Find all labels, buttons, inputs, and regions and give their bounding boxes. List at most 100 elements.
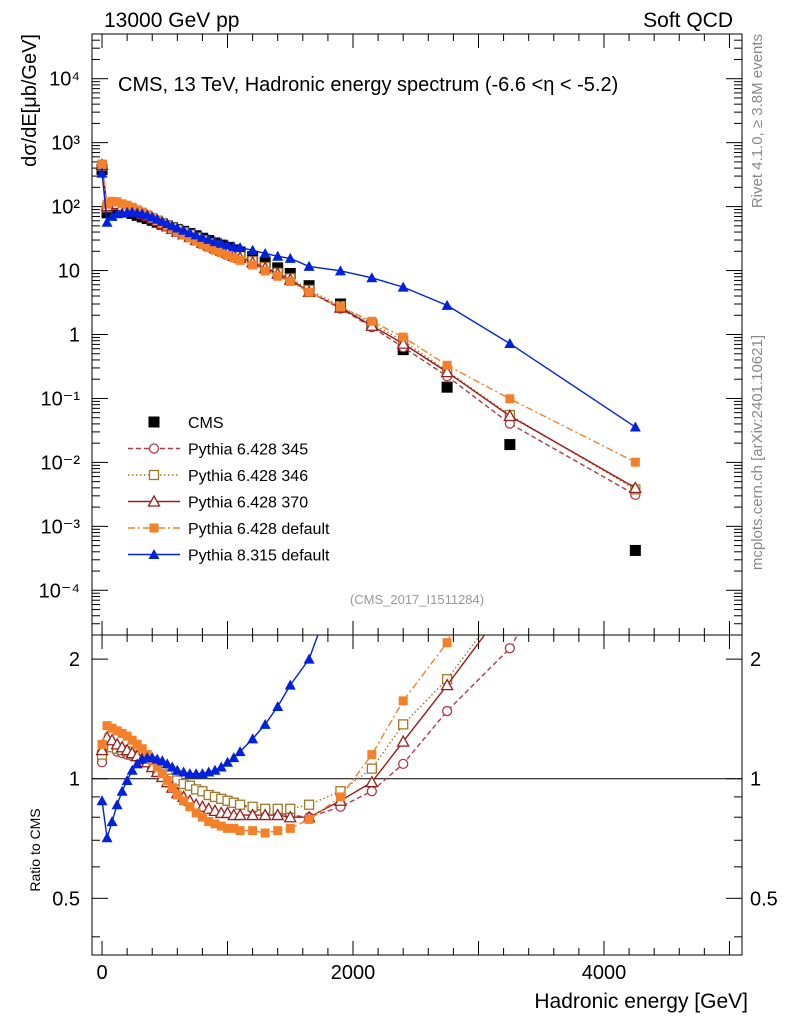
data-point	[630, 7, 641, 17]
data-point	[504, 146, 515, 156]
data-point	[631, 395, 640, 404]
plot-title: CMS, 13 TeV, Hadronic energy spectrum (-…	[118, 74, 618, 96]
data-point	[101, 216, 113, 227]
data-point	[122, 731, 132, 741]
data-point	[504, 596, 515, 606]
data-point	[148, 469, 160, 481]
data-point	[148, 549, 160, 559]
data-point	[303, 653, 315, 664]
legend-label: CMS	[188, 415, 224, 432]
legend-label: Pythia 6.428 370	[188, 495, 308, 512]
data-point	[442, 638, 452, 648]
data-point	[260, 266, 270, 276]
ratio-tick-label: 2	[750, 649, 761, 671]
y-tick-label: 10⁻³	[41, 516, 81, 538]
data-point	[442, 265, 453, 275]
mcplots-source-label: mcplots.cern.ch [arXiv:2401.10621]	[749, 335, 766, 570]
data-point	[304, 814, 314, 824]
data-point	[441, 381, 453, 393]
data-point	[152, 762, 162, 772]
data-point	[284, 252, 296, 263]
data-point	[162, 775, 172, 785]
x-tick-label: 4000	[582, 962, 627, 984]
data-point	[335, 567, 346, 577]
ratio-tick-label: 2	[69, 649, 80, 671]
data-point	[122, 200, 132, 210]
data-point	[178, 766, 190, 777]
data-point	[272, 700, 284, 711]
data-point	[126, 764, 138, 775]
data-point	[246, 808, 260, 821]
data-point	[210, 819, 220, 829]
data-point	[117, 199, 127, 209]
data-point	[505, 490, 514, 499]
data-point	[106, 816, 118, 827]
data-point	[137, 744, 147, 754]
data-point	[629, 421, 641, 432]
data-point	[505, 591, 514, 600]
ratio-tick-label: 0.5	[52, 888, 80, 910]
data-point	[191, 236, 201, 246]
data-point	[185, 802, 195, 812]
data-point	[285, 823, 295, 833]
data-point	[398, 385, 409, 395]
data-point	[147, 494, 161, 507]
data-point	[223, 823, 233, 833]
data-point	[273, 271, 283, 281]
data-point	[97, 159, 107, 169]
data-point	[112, 197, 122, 207]
data-point	[396, 734, 410, 747]
data-point	[504, 439, 516, 451]
data-point	[334, 265, 346, 276]
data-point	[398, 719, 409, 730]
data-point	[234, 799, 246, 810]
rivet-version-label: Rivet 4.1.0, ≥ 3.8M events	[749, 34, 766, 208]
y-tick-label: 10⁴	[49, 69, 80, 91]
data-point	[441, 705, 453, 717]
ratio-tick-label: 1	[69, 769, 80, 791]
data-point	[304, 287, 314, 297]
data-point	[272, 250, 284, 261]
legend: CMS Pythia 6.428 345 Pythia 6.428 346 Pythi…	[128, 415, 330, 565]
data-point	[222, 756, 234, 767]
data-point	[628, 481, 642, 494]
data-point	[366, 763, 377, 774]
ratio-tick-label: 1	[750, 769, 761, 791]
data-point	[229, 253, 239, 263]
data-point	[185, 233, 195, 243]
data-point	[179, 230, 189, 240]
data-point	[204, 817, 214, 827]
data-point	[367, 750, 377, 760]
data-point	[233, 808, 247, 821]
y-tick-label: 10⁻²	[41, 452, 81, 474]
header-right: Soft QCD	[643, 9, 733, 32]
data-point	[190, 229, 202, 240]
series-line-ratio	[101, 635, 319, 839]
data-point	[112, 726, 122, 736]
y-tick-label: 10⁻¹	[41, 388, 81, 410]
data-point	[102, 199, 112, 209]
data-point	[178, 224, 190, 235]
data-point	[197, 812, 207, 822]
x-axis-title: Hadronic energy [GeV]	[534, 990, 748, 1013]
data-point	[260, 828, 270, 838]
data-point	[271, 808, 285, 821]
data-point	[216, 248, 226, 258]
data-point	[235, 255, 245, 265]
data-point	[397, 281, 409, 292]
y-tick-label: 10	[58, 261, 80, 283]
data-point	[96, 795, 108, 806]
data-point	[442, 360, 452, 370]
data-point	[285, 276, 295, 286]
main-axis-ticks: 10⁻⁴ 10⁻³ 10⁻² 10⁻¹ 1 10 10² 10³ 10⁴	[39, 33, 742, 636]
data-point	[172, 790, 182, 800]
data-point	[101, 832, 113, 843]
y-tick-label: 1	[69, 325, 80, 347]
data-point	[303, 260, 315, 271]
data-point	[222, 239, 234, 250]
data-point	[365, 775, 379, 788]
data-point	[440, 365, 454, 378]
y-tick-label: 10³	[51, 133, 80, 155]
data-point	[503, 409, 517, 422]
